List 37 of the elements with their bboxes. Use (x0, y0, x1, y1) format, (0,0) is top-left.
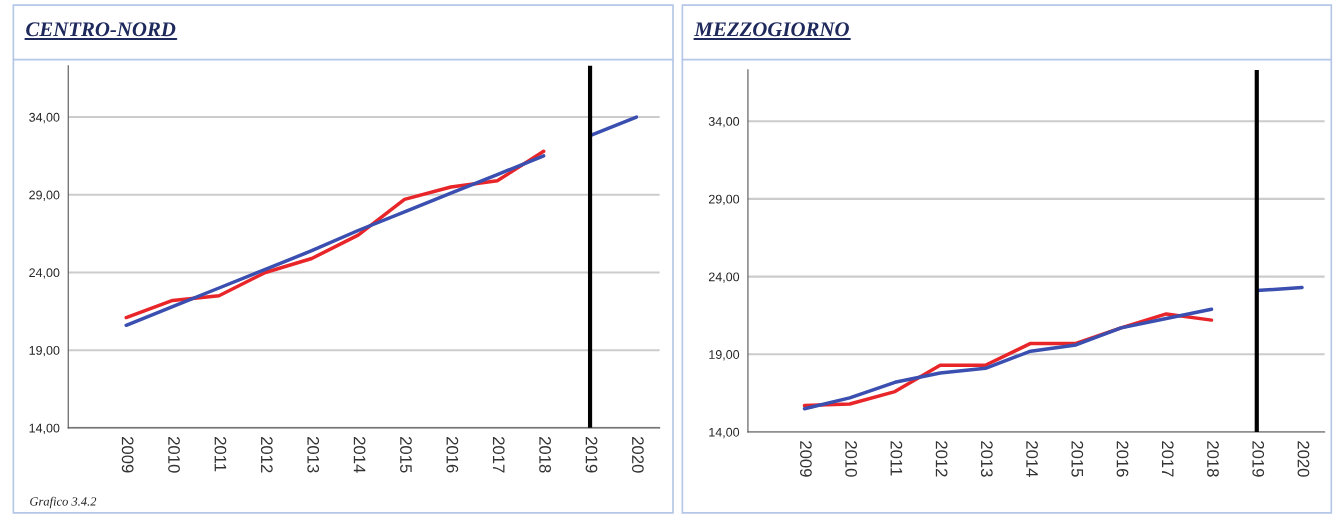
y-tick-label: 19,00 (29, 345, 60, 357)
x-tick-label: 2016 (446, 437, 459, 473)
x-tick-label: 2017 (1161, 441, 1174, 477)
text: Grafico 3.4.2 (30, 496, 97, 509)
x-tick-label: 2018 (539, 437, 551, 473)
x-tick-label: 2020 (1297, 441, 1310, 477)
x-tick-label: 2015 (1071, 441, 1084, 477)
y-tick-label: 14,00 (29, 423, 60, 434)
y-tick-label: 34,00 (29, 112, 60, 124)
x-tick-label: 2011 (214, 437, 227, 472)
y-tick-label: 34,00 (708, 117, 740, 128)
x-tick-label: 2014 (353, 437, 366, 473)
x-tick-label: 2012 (260, 437, 273, 473)
y-tick-label: 29,00 (29, 190, 60, 201)
y-tick-label: 24,00 (708, 272, 740, 283)
y-tick-label: 29,00 (708, 194, 740, 206)
x-tick-label: 2019 (585, 437, 598, 473)
y-tick-label: 14,00 (709, 427, 740, 439)
x-tick-label: 2013 (980, 441, 993, 477)
x-tick-label: 2020 (631, 437, 644, 473)
x-tick-label: 2015 (400, 437, 412, 473)
x-tick-label: 2019 (1252, 441, 1265, 477)
x-tick-label: 2009 (121, 437, 134, 473)
y-tick-label: 19,00 (709, 350, 740, 361)
y-tick-label: 24,00 (29, 268, 60, 279)
x-tick-label: 2018 (1207, 441, 1219, 477)
x-tick-label: 2011 (890, 441, 903, 476)
x-tick-label: 2014 (1026, 441, 1038, 477)
x-tick-label: 2009 (800, 441, 812, 477)
x-tick-label: 2010 (168, 437, 180, 473)
x-tick-label: 2012 (935, 441, 948, 477)
chart-title: CENTRO-NORD (26, 22, 176, 37)
chart-title: MEZZOGIORNO (694, 22, 849, 37)
x-tick-label: 2013 (307, 437, 320, 473)
x-tick-label: 2010 (845, 441, 858, 477)
x-tick-label: 2017 (492, 437, 505, 473)
x-tick-label: 2016 (1116, 441, 1129, 477)
